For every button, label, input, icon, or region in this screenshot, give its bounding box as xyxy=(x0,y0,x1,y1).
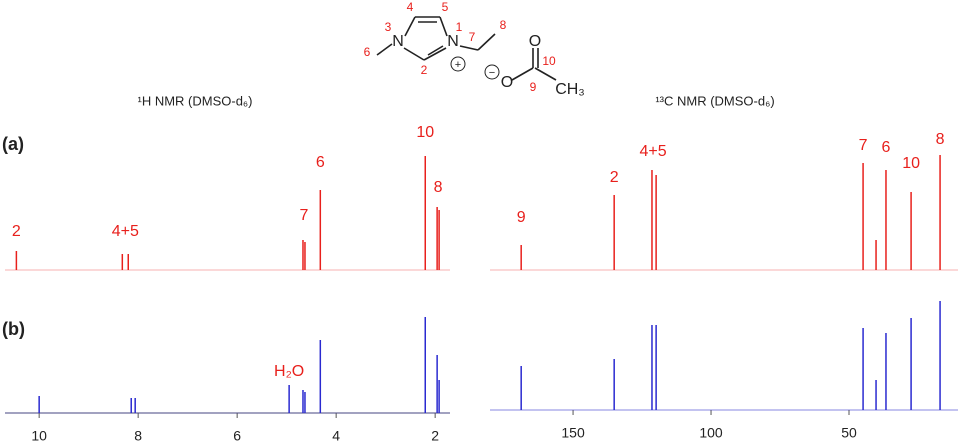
peak-label: 6 xyxy=(882,139,891,156)
atom-number: 10 xyxy=(542,54,556,68)
atom-number: 3 xyxy=(385,20,392,34)
peak-label: 7 xyxy=(859,137,868,154)
peak-label: 2 xyxy=(12,223,21,240)
panel-label: (b) xyxy=(2,319,25,339)
chart-title: ¹³C NMR (DMSO-d₆) xyxy=(655,93,774,108)
peak-label: 8 xyxy=(936,131,945,148)
atom-label: O xyxy=(529,33,541,50)
bond xyxy=(511,67,534,81)
bond xyxy=(404,16,416,37)
x-tick-label: 100 xyxy=(699,425,723,441)
bond xyxy=(477,33,496,51)
x-tick-label: 50 xyxy=(841,425,857,441)
atom-number: 5 xyxy=(442,0,449,14)
atom-label: O xyxy=(501,74,513,91)
x-tick-label: 6 xyxy=(233,428,241,444)
atom-number: 4 xyxy=(407,0,414,14)
chart-title: ¹H NMR (DMSO-d₆) xyxy=(137,93,252,108)
peak-label: 8 xyxy=(434,179,443,196)
x-tick-label: 4 xyxy=(332,428,340,444)
peak-label: 2 xyxy=(610,169,619,186)
atom-number: 7 xyxy=(469,30,476,44)
panel-label: (a) xyxy=(2,134,24,154)
bond xyxy=(459,45,479,51)
atom-number: 6 xyxy=(364,45,371,59)
charge-sign: + xyxy=(455,59,461,71)
peak-label: 9 xyxy=(517,209,526,226)
atom-number: 2 xyxy=(421,63,428,77)
bond xyxy=(403,47,425,61)
atom-number: 9 xyxy=(530,80,537,94)
bond xyxy=(376,43,393,56)
x-tick-label: 150 xyxy=(561,425,585,441)
x-tick-label: 10 xyxy=(31,428,47,444)
charge-circle xyxy=(450,56,466,72)
structure xyxy=(376,16,557,81)
atom-number: 8 xyxy=(500,18,507,32)
peak-label: 4+5 xyxy=(112,223,139,240)
peak-label: 10 xyxy=(902,155,920,172)
x-tick-label: 8 xyxy=(134,428,142,444)
peak-label: H₂O xyxy=(274,363,304,380)
atom-number: 1 xyxy=(456,20,463,34)
peak-label: 6 xyxy=(316,154,325,171)
bond xyxy=(427,45,444,56)
charge-circle xyxy=(484,64,500,80)
atom-label: CH₃ xyxy=(555,81,585,98)
atom-label: N xyxy=(447,33,459,50)
peak-label: 10 xyxy=(416,124,434,141)
atom-label: N xyxy=(392,33,404,50)
peak-label: 7 xyxy=(300,207,309,224)
bond xyxy=(423,47,447,61)
bond xyxy=(439,16,448,37)
peak-label: 4+5 xyxy=(640,143,667,160)
bond xyxy=(534,67,557,81)
x-tick-label: 2 xyxy=(431,428,439,444)
charge-sign: − xyxy=(489,67,495,79)
